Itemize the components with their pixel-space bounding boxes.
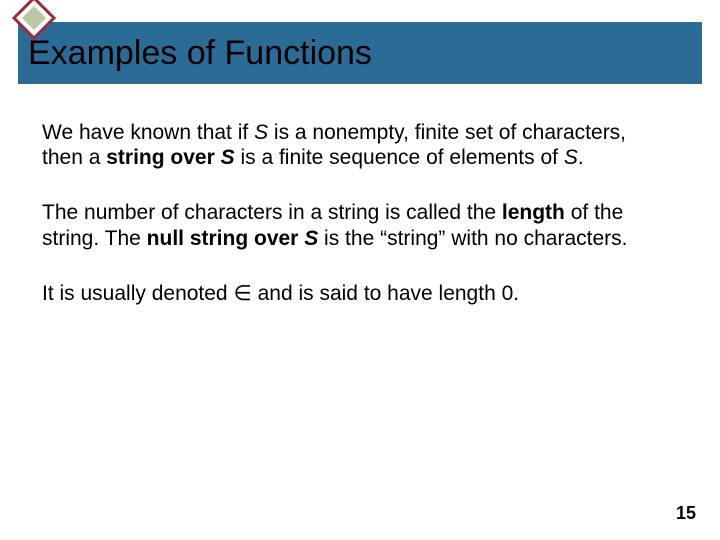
title-bar: Examples of Functions — [18, 22, 702, 84]
epsilon-symbol: ∈ — [233, 282, 251, 305]
var-S: S — [564, 146, 578, 169]
paragraph-2: The number of characters in a string is … — [42, 200, 672, 250]
page-number: 15 — [676, 503, 696, 524]
text: The number of characters in a string is … — [42, 201, 502, 224]
text: is a finite sequence of elements of — [235, 146, 564, 169]
term-string-over: string over — [106, 146, 220, 169]
paragraph-1: We have known that if S is a nonempty, f… — [42, 120, 672, 170]
text: It is usually denoted — [42, 282, 233, 305]
slide: Examples of Functions We have known that… — [0, 0, 720, 540]
term-length: length — [502, 201, 565, 224]
slide-title: Examples of Functions — [28, 34, 372, 73]
var-S: S — [221, 146, 235, 169]
text: and is said to have length 0. — [252, 282, 519, 305]
bullet-diamond-icon — [12, 0, 56, 45]
var-S: S — [254, 121, 268, 144]
paragraph-3: It is usually denoted ∈ and is said to h… — [42, 281, 672, 306]
term-null-string: null string over — [147, 227, 305, 250]
text: is the “string” with no characters. — [318, 227, 627, 250]
var-S: S — [304, 227, 318, 250]
text: . — [578, 146, 584, 169]
text: We have known that if — [42, 121, 254, 144]
slide-body: We have known that if S is a nonempty, f… — [42, 120, 672, 336]
